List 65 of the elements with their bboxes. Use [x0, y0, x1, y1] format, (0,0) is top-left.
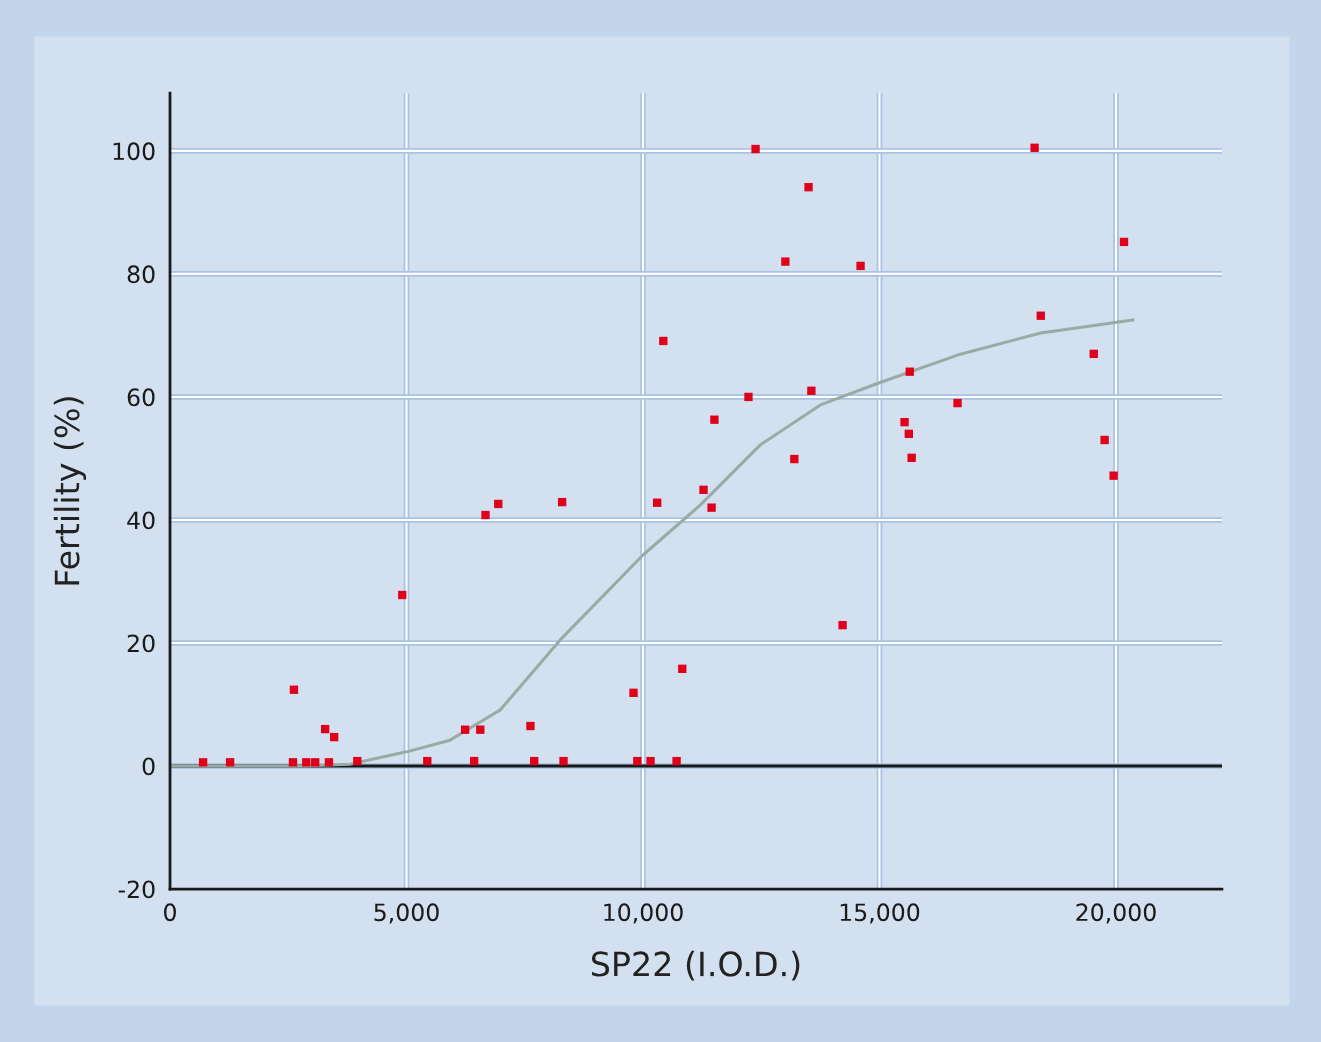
point	[904, 429, 913, 438]
point	[629, 688, 638, 697]
point	[526, 721, 535, 731]
x-tick-label: 15,000	[840, 903, 920, 924]
y-tick-label: 40	[127, 511, 155, 530]
point	[751, 144, 760, 154]
point	[530, 756, 539, 766]
point	[856, 261, 865, 271]
point	[659, 336, 668, 346]
point	[807, 386, 816, 395]
point	[559, 756, 568, 766]
x-tick-label: 20,000	[1076, 903, 1156, 924]
point	[1036, 311, 1045, 320]
point	[907, 453, 916, 462]
x-tick-label: 0	[164, 903, 176, 922]
point	[557, 497, 567, 507]
point	[838, 620, 847, 630]
point	[324, 758, 334, 767]
point	[481, 510, 490, 520]
point	[460, 725, 470, 734]
point	[672, 756, 681, 766]
x-tick-label: 5,000	[374, 903, 439, 924]
point	[225, 758, 235, 767]
point	[494, 499, 503, 509]
line-series	[170, 318, 1135, 768]
point	[1119, 237, 1129, 247]
point	[905, 367, 914, 376]
point	[311, 758, 320, 767]
point	[1100, 435, 1109, 445]
point	[710, 415, 719, 424]
y-axis-title: Fertility (%)	[53, 397, 87, 585]
point	[646, 756, 655, 766]
point	[790, 454, 799, 464]
point	[288, 758, 298, 767]
point	[1089, 349, 1098, 359]
y-tick-label: 60	[127, 388, 155, 407]
point	[353, 756, 362, 766]
point	[781, 257, 790, 266]
y-tick-label: 80	[127, 265, 155, 284]
x-axis-title: SP22 (I.O.D.)	[591, 950, 800, 981]
point	[329, 732, 339, 742]
point	[744, 392, 753, 402]
point	[678, 664, 687, 673]
point	[289, 685, 299, 694]
y-tick-label: 100	[113, 142, 155, 161]
point	[198, 758, 208, 767]
point	[699, 485, 708, 494]
point	[398, 590, 407, 600]
point	[469, 756, 479, 766]
point	[633, 756, 642, 766]
y-tick-label: 0	[142, 757, 155, 776]
y-tick-label: -20	[118, 880, 155, 899]
point	[302, 758, 311, 767]
point	[953, 398, 962, 408]
point	[804, 183, 813, 192]
point	[1109, 471, 1118, 480]
point	[423, 756, 432, 766]
point	[900, 417, 909, 427]
point	[476, 725, 485, 734]
point	[1030, 143, 1039, 152]
point	[320, 724, 330, 734]
y-tick-label: 20	[127, 634, 155, 653]
point	[653, 498, 662, 507]
point	[707, 503, 716, 512]
x-tick-label: 10,000	[604, 903, 683, 924]
